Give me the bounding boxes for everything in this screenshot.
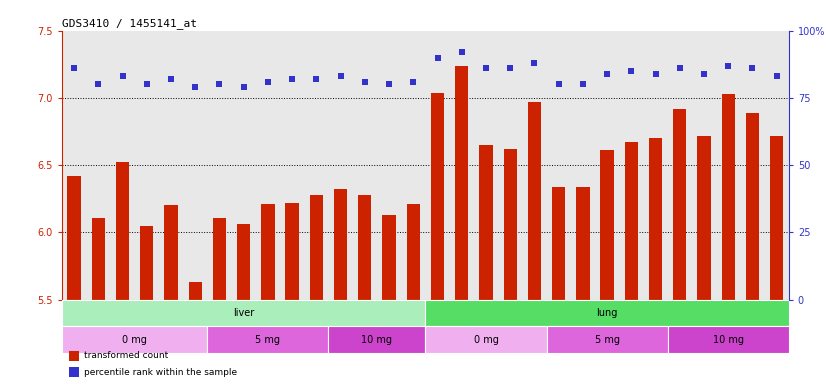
Point <box>334 73 347 79</box>
Bar <box>237 224 250 300</box>
Point <box>310 76 323 82</box>
Text: 0 mg: 0 mg <box>122 335 147 345</box>
Point <box>116 73 129 79</box>
Point <box>431 55 444 61</box>
Bar <box>528 102 541 300</box>
Bar <box>213 217 226 300</box>
Bar <box>667 326 789 353</box>
Bar <box>164 205 178 300</box>
Bar <box>69 367 78 377</box>
Point <box>770 73 783 79</box>
Bar <box>649 138 662 300</box>
Bar <box>62 300 425 326</box>
Bar <box>504 149 517 300</box>
Bar <box>479 145 492 300</box>
Bar <box>746 113 759 300</box>
Point <box>358 79 372 85</box>
Point <box>68 65 81 71</box>
Bar <box>261 204 274 300</box>
Text: 10 mg: 10 mg <box>713 335 743 345</box>
Text: 0 mg: 0 mg <box>473 335 498 345</box>
Text: percentile rank within the sample: percentile rank within the sample <box>83 367 237 377</box>
Point <box>577 81 590 88</box>
Text: 5 mg: 5 mg <box>595 335 620 345</box>
Text: GDS3410 / 1455141_at: GDS3410 / 1455141_at <box>62 18 197 30</box>
Point <box>140 81 154 88</box>
Point <box>164 76 178 82</box>
Bar <box>334 189 347 300</box>
Point <box>188 84 202 90</box>
Text: 10 mg: 10 mg <box>362 335 392 345</box>
Point <box>237 84 250 90</box>
Point <box>479 65 492 71</box>
Bar <box>406 204 420 300</box>
Bar <box>140 226 154 300</box>
Point <box>261 79 274 85</box>
Bar <box>358 195 372 300</box>
Text: liver: liver <box>233 308 254 318</box>
Point <box>649 71 662 77</box>
Point <box>746 65 759 71</box>
Point <box>528 60 541 66</box>
Point <box>406 79 420 85</box>
Text: transformed count: transformed count <box>83 351 168 361</box>
Point <box>722 63 735 69</box>
Bar <box>68 176 81 300</box>
Bar <box>188 282 202 300</box>
Bar <box>455 66 468 300</box>
Point <box>673 65 686 71</box>
Bar <box>624 142 638 300</box>
Point <box>92 81 105 88</box>
Point <box>504 65 517 71</box>
Bar <box>69 351 78 361</box>
Bar <box>425 326 547 353</box>
Bar <box>673 109 686 300</box>
Bar <box>207 326 329 353</box>
Bar <box>577 187 590 300</box>
Point <box>455 49 468 55</box>
Bar <box>329 326 425 353</box>
Point <box>624 68 638 74</box>
Text: lung: lung <box>596 308 618 318</box>
Point <box>552 81 565 88</box>
Point <box>286 76 299 82</box>
Bar <box>601 150 614 300</box>
Point <box>213 81 226 88</box>
Point <box>697 71 710 77</box>
Bar <box>547 326 667 353</box>
Point <box>601 71 614 77</box>
Bar <box>697 136 710 300</box>
Bar <box>722 94 735 300</box>
Bar <box>92 217 105 300</box>
Bar <box>770 136 783 300</box>
Bar <box>310 195 323 300</box>
Bar <box>286 203 299 300</box>
Bar <box>425 300 789 326</box>
Text: 5 mg: 5 mg <box>255 335 280 345</box>
Point <box>382 81 396 88</box>
Bar <box>382 215 396 300</box>
Bar <box>116 162 129 300</box>
Bar <box>552 187 565 300</box>
Bar <box>431 93 444 300</box>
Bar <box>62 326 207 353</box>
